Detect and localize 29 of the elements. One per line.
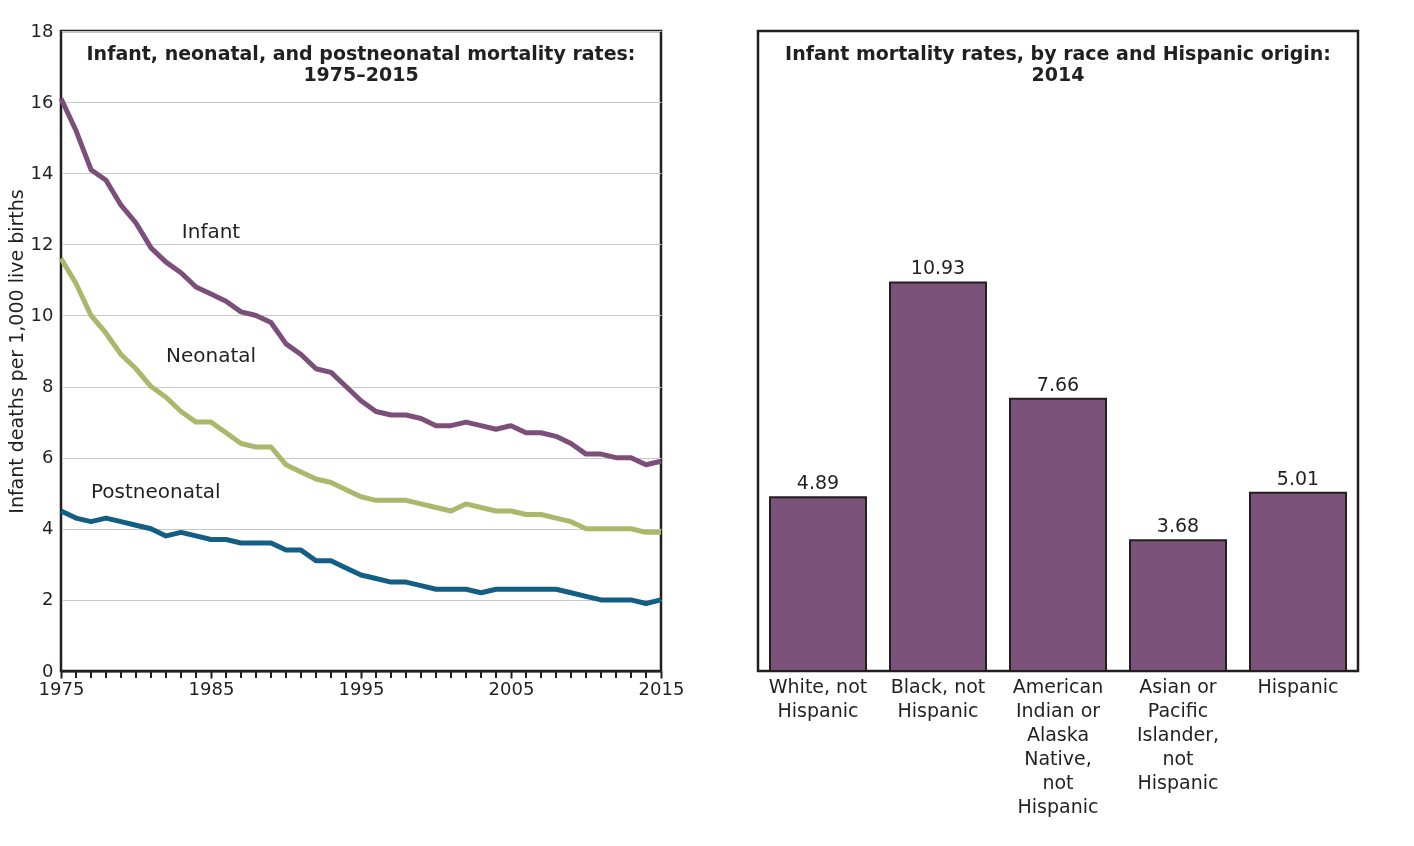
x-tick-label: 1995 [338,677,385,699]
text: Infant, neonatal, and postneonatal mortality rates: 1975–2015 [86,42,636,85]
x-tick-label: 2005 [488,677,535,699]
data-label: 10.93 [910,256,966,279]
x-tick-label: American Indian or Alaska Native, not Hispanic [1012,674,1104,817]
y-tick-label: 10 [30,303,54,325]
y-tick-label: 12 [30,232,54,254]
y-tick-label: 2 [42,588,54,610]
y-tick-label: 4 [42,517,54,539]
x-tick-label: 1985 [188,677,235,699]
x-tick-label: White, not Hispanic [768,674,868,721]
series-label: Neonatal [165,343,257,368]
series-label: Infant [181,219,241,244]
y-tick-label: 6 [42,446,54,468]
series-label: Postneonatal [91,478,221,503]
data-label: 5.01 [1276,466,1320,489]
y-tick-label: 8 [42,375,54,397]
data-label: 7.66 [1036,372,1080,395]
text: Infant mortality rates, by race and Hispanic origin: 2014 [785,42,1331,85]
y-tick-label: 18 [30,19,54,41]
y-axis-title: Infant deaths per 1,000 live births [4,189,27,514]
x-tick-label: Hispanic [1257,674,1339,697]
x-tick-label: Asian or Pacific Islander, not Hispanic [1136,674,1220,793]
x-tick-label: 2015 [638,677,685,699]
data-label: 4.89 [796,471,840,494]
y-tick-label: 14 [30,161,54,183]
data-label: 3.68 [1156,514,1200,537]
x-tick-label: Black, not Hispanic [890,674,986,721]
y-tick-label: 16 [30,90,54,112]
